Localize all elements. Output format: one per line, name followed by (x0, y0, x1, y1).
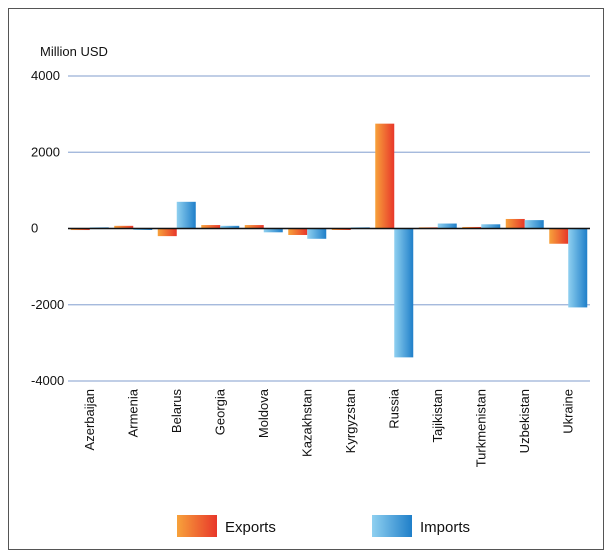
legend: Exports Imports (177, 515, 470, 537)
bar-imports-ukraine (568, 228, 588, 308)
bar-exports-moldova (244, 225, 264, 229)
x-tick-label: Uzbekistan (517, 389, 532, 453)
y-tick-label: -2000 (31, 297, 64, 312)
bar-exports-kyrgyzstan (331, 228, 351, 230)
x-tick-label: Georgia (212, 388, 227, 435)
bar-imports-russia (394, 228, 414, 358)
bar-exports-georgia (201, 225, 221, 229)
bar-exports-uzbekistan (505, 218, 525, 229)
bar-imports-georgia (220, 225, 240, 229)
bar-exports-turkmenistan (462, 226, 482, 229)
x-tick-label: Moldova (256, 388, 271, 438)
y-tick-label: 4000 (31, 68, 60, 83)
bar-exports-ukraine (549, 228, 569, 244)
bar-exports-russia (375, 123, 395, 229)
bar-exports-azerbaijan (70, 228, 90, 231)
x-tick-label: Belarus (169, 389, 184, 434)
bar-imports-moldova (263, 228, 283, 233)
bar-imports-kazakhstan (307, 228, 327, 239)
bar-exports-kazakhstan (288, 228, 308, 235)
x-tick-label: Kyrgyzstan (343, 389, 358, 453)
x-tick-label: Tajikistan (430, 389, 445, 442)
bar-exports-armenia (114, 225, 134, 229)
y-tick-label: -4000 (31, 373, 64, 388)
x-tick-label: Kazakhstan (299, 389, 314, 457)
bars (70, 123, 588, 358)
bar-imports-turkmenistan (481, 224, 501, 229)
bar-imports-armenia (133, 228, 153, 230)
x-tick-label: Turkmenistan (473, 389, 488, 467)
legend-label-imports: Imports (420, 519, 470, 536)
unit-label: Million USD (40, 44, 108, 59)
x-axis-ticks: Azerbaijan Armenia Belarus Georgia Moldova Ka… (82, 388, 576, 467)
bar-exports-belarus (157, 228, 177, 237)
x-tick-label: Russia (386, 388, 401, 429)
x-tick-label: Ukraine (560, 389, 575, 434)
bar-imports-belarus (176, 201, 196, 229)
y-tick-label: 2000 (31, 144, 60, 159)
chart-frame (8, 8, 604, 550)
bar-imports-tajikistan (437, 223, 457, 229)
x-tick-label: Azerbaijan (82, 389, 97, 450)
bar-imports-uzbekistan (524, 220, 544, 229)
y-tick-label: 0 (31, 221, 38, 236)
x-tick-label: Armenia (125, 388, 140, 437)
legend-swatch-exports (177, 515, 217, 537)
legend-label-exports: Exports (225, 519, 276, 536)
legend-swatch-imports (372, 515, 412, 537)
y-axis-ticks: 4000 2000 0 -2000 -4000 (31, 68, 64, 388)
